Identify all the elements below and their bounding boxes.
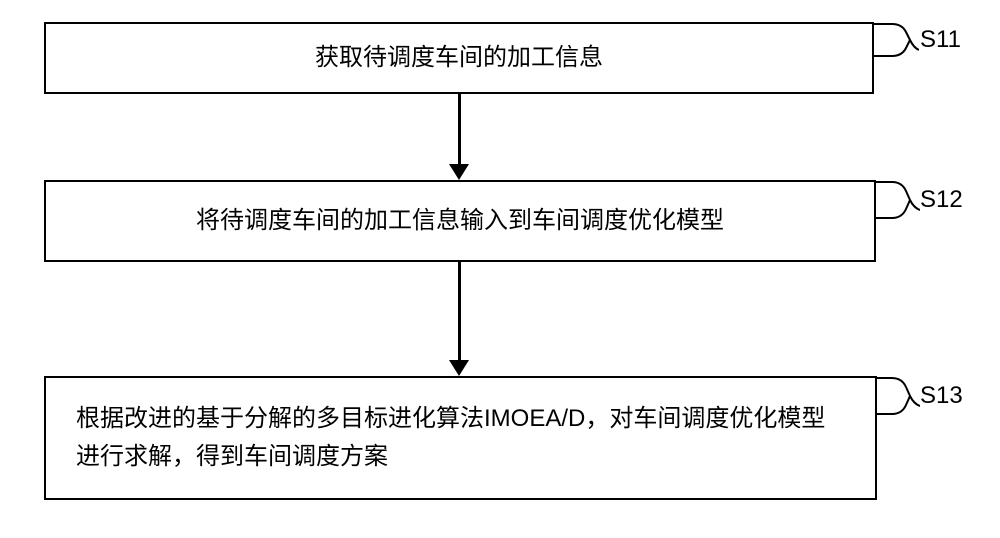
- connector-line-2: [458, 262, 461, 360]
- step-box-s11: 获取待调度车间的加工信息: [44, 22, 874, 94]
- connector-arrow-1: [449, 164, 469, 180]
- step-box-s12: 将待调度车间的加工信息输入到车间调度优化模型: [44, 180, 876, 262]
- step-text-s12: 将待调度车间的加工信息输入到车间调度优化模型: [196, 202, 724, 240]
- label-hook-s12: [876, 180, 920, 220]
- label-hook-s13: [877, 376, 920, 416]
- step-label-s12: S12: [920, 186, 963, 214]
- step-text-s11: 获取待调度车间的加工信息: [315, 39, 603, 77]
- connector-arrow-2: [449, 360, 469, 376]
- label-hook-s11: [874, 22, 919, 58]
- step-box-s13: 根据改进的基于分解的多目标进化算法IMOEA/D，对车间调度优化模型进行求解，得…: [44, 376, 877, 500]
- flowchart-container: 获取待调度车间的加工信息 S11 将待调度车间的加工信息输入到车间调度优化模型 …: [0, 0, 1000, 538]
- step-label-s11: S11: [920, 26, 961, 54]
- step-label-s13: S13: [920, 382, 963, 410]
- connector-line-1: [458, 94, 461, 164]
- step-text-s13: 根据改进的基于分解的多目标进化算法IMOEA/D，对车间调度优化模型进行求解，得…: [66, 400, 855, 477]
